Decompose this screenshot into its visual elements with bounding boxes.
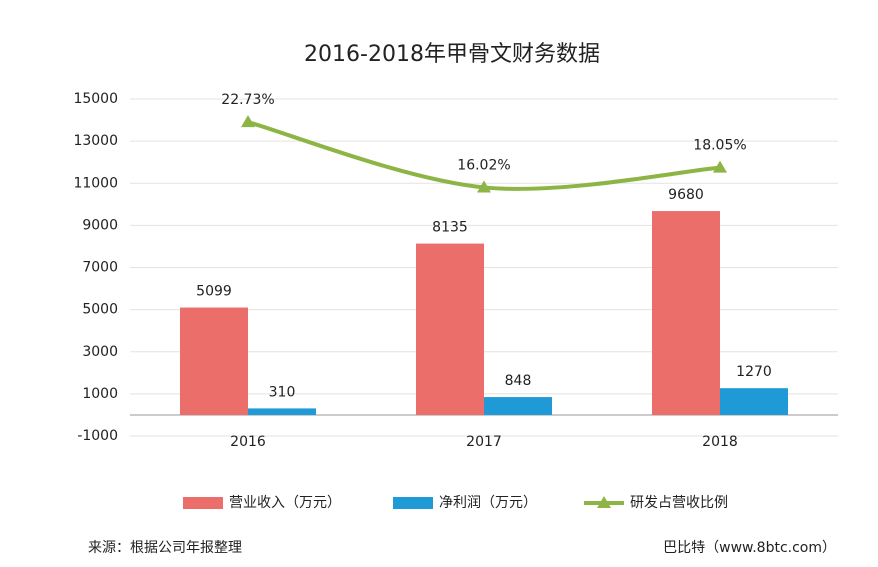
chart-title: 2016-2018年甲骨文财务数据 xyxy=(304,42,600,67)
line-marker xyxy=(477,180,491,193)
bar-value-label: 1270 xyxy=(736,364,772,380)
line-value-label: 18.05% xyxy=(693,138,746,154)
source-note: 来源：根据公司年报整理 xyxy=(88,540,242,556)
bar-value-label: 310 xyxy=(269,384,296,400)
bar-value-label: 9680 xyxy=(668,187,704,203)
y-tick-label: 13000 xyxy=(73,133,118,149)
line xyxy=(247,120,721,191)
bar-value-label: 8135 xyxy=(432,220,468,236)
y-tick-label: 3000 xyxy=(82,344,118,360)
y-tick-label: 9000 xyxy=(82,217,118,233)
y-tick-label: 15000 xyxy=(73,91,118,107)
bar-value-label: 848 xyxy=(505,373,532,389)
bar xyxy=(720,388,788,415)
legend-swatch xyxy=(393,497,433,509)
legend-label: 研发占营收比例 xyxy=(630,495,728,511)
legend-swatch xyxy=(183,497,223,509)
y-tick-label: -1000 xyxy=(77,428,118,444)
bar xyxy=(416,243,484,415)
y-tick-label: 1000 xyxy=(82,386,118,402)
bar xyxy=(180,307,248,415)
bar xyxy=(248,408,316,415)
x-tick-label: 2016 xyxy=(230,434,266,450)
line-value-label: 22.73% xyxy=(221,92,274,108)
line-marker xyxy=(241,115,255,128)
credit-note: 巴比特（www.8btc.com） xyxy=(663,540,836,556)
x-tick-label: 2017 xyxy=(466,434,502,450)
line-value-label: 16.02% xyxy=(457,157,510,173)
y-tick-label: 7000 xyxy=(82,260,118,276)
bar-value-label: 5099 xyxy=(196,284,232,300)
bar xyxy=(484,397,552,415)
legend-marker xyxy=(597,496,611,508)
legend-label: 净利润（万元） xyxy=(439,495,537,511)
y-tick-label: 11000 xyxy=(73,175,118,191)
y-tick-label: 5000 xyxy=(82,302,118,318)
line-marker xyxy=(713,160,727,173)
legend-label: 营业收入（万元） xyxy=(229,495,341,511)
bar xyxy=(652,211,720,415)
x-tick-label: 2018 xyxy=(702,434,738,450)
